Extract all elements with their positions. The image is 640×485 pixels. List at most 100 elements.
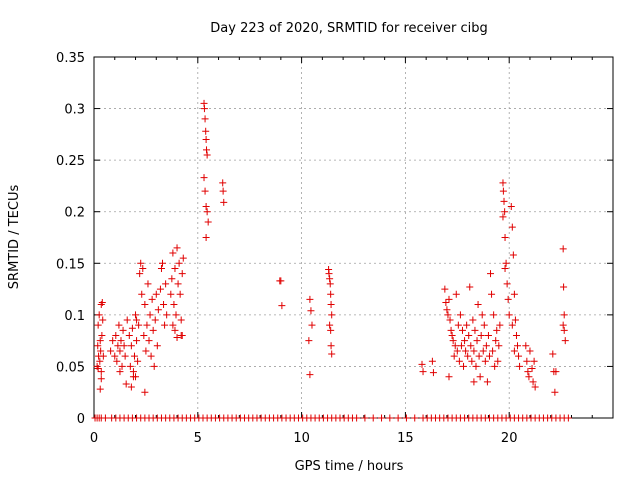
data-point: [529, 378, 537, 386]
data-point: [219, 187, 227, 195]
data-point: [507, 203, 515, 211]
data-point: [133, 316, 141, 324]
data-point: [126, 362, 134, 370]
data-point: [528, 364, 536, 372]
data-point: [484, 331, 492, 339]
data-point: [515, 352, 523, 360]
data-point: [125, 331, 133, 339]
data-point: [487, 270, 495, 278]
data-point: [137, 259, 145, 267]
data-point: [491, 362, 499, 370]
data-point: [174, 280, 182, 288]
data-point: [94, 342, 102, 350]
data-point: [327, 301, 335, 309]
data-points: [91, 99, 572, 422]
data-point: [499, 213, 507, 221]
data-point: [278, 302, 286, 310]
y-tick-label: 0.1: [64, 309, 85, 324]
data-point: [177, 316, 185, 324]
data-point: [141, 388, 149, 396]
data-point: [465, 331, 473, 339]
y-tick-label: 0.15: [56, 257, 85, 272]
data-point: [200, 105, 208, 113]
data-point: [176, 290, 184, 298]
data-point: [361, 414, 369, 422]
data-point: [560, 283, 568, 291]
data-point: [485, 352, 493, 360]
data-point: [148, 295, 156, 303]
data-point: [475, 352, 483, 360]
data-point: [136, 270, 144, 278]
data-point: [411, 414, 419, 422]
data-point: [522, 342, 530, 350]
data-point: [307, 307, 315, 315]
data-point: [496, 321, 504, 329]
data-point: [512, 331, 520, 339]
data-point: [460, 362, 468, 370]
data-point: [150, 362, 158, 370]
data-point: [402, 414, 410, 422]
data-point: [457, 342, 465, 350]
data-point: [114, 342, 122, 350]
data-point: [134, 357, 142, 365]
data-point: [159, 259, 167, 267]
data-point: [118, 362, 126, 370]
data-point: [446, 316, 454, 324]
data-point: [117, 337, 125, 345]
data-point: [560, 326, 568, 334]
data-point: [171, 326, 179, 334]
data-point: [219, 179, 227, 187]
data-point: [146, 311, 154, 319]
data-point: [328, 350, 336, 358]
data-point: [162, 280, 170, 288]
y-tick-label: 0.35: [56, 51, 85, 66]
data-point: [471, 326, 479, 334]
data-point: [509, 251, 517, 259]
data-point: [173, 334, 181, 342]
data-point: [482, 342, 490, 350]
data-point: [107, 347, 115, 355]
data-point: [489, 347, 497, 355]
data-point: [123, 316, 131, 324]
x-tick-label: 15: [397, 431, 414, 446]
data-point: [201, 115, 209, 123]
data-point: [559, 321, 567, 329]
data-point: [472, 362, 480, 370]
data-point: [474, 301, 482, 309]
data-point: [167, 290, 175, 298]
data-point: [516, 362, 524, 370]
data-point: [140, 331, 148, 339]
data-point: [101, 414, 109, 422]
data-point: [473, 337, 481, 345]
chart-title: Day 223 of 2020, SRMTID for receiver cib…: [210, 21, 487, 36]
data-point: [127, 342, 135, 350]
data-point: [154, 306, 162, 314]
x-axis-label: GPS time / hours: [295, 459, 404, 474]
data-point: [483, 378, 491, 386]
data-point: [111, 352, 119, 360]
data-point: [490, 311, 498, 319]
data-point: [464, 352, 472, 360]
data-point: [454, 321, 462, 329]
data-point: [130, 352, 138, 360]
data-point: [504, 295, 512, 303]
data-point: [564, 414, 572, 422]
data-point: [468, 357, 476, 365]
data-point: [549, 350, 557, 358]
x-tick-label: 20: [501, 431, 518, 446]
data-point: [462, 347, 470, 355]
data-point: [488, 290, 496, 298]
data-point: [147, 352, 155, 360]
data-point: [451, 342, 459, 350]
data-point: [378, 414, 386, 422]
data-point: [418, 360, 426, 368]
data-point: [220, 198, 228, 206]
data-point: [96, 357, 104, 365]
data-point: [500, 197, 508, 205]
data-point: [171, 264, 179, 272]
data-point: [173, 244, 181, 252]
data-point: [203, 208, 211, 216]
data-point: [308, 321, 316, 329]
data-point: [113, 357, 121, 365]
